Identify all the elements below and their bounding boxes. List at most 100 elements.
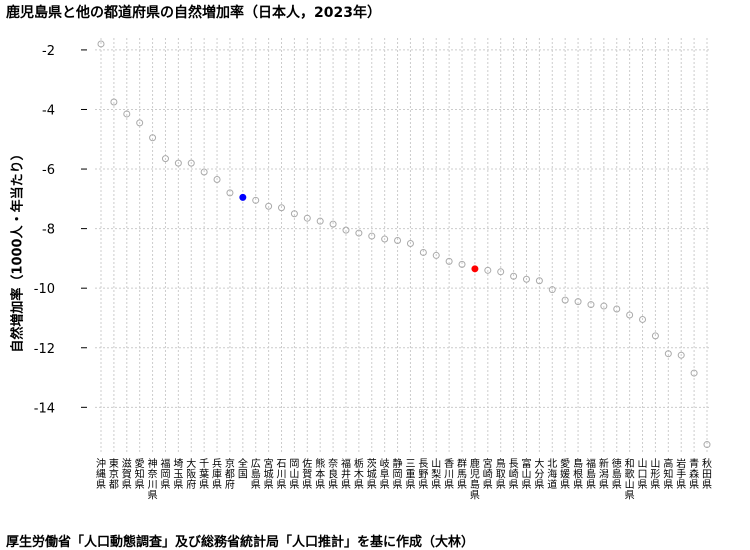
x-tick-label: 岐阜県	[380, 457, 390, 491]
data-point	[419, 248, 427, 256]
y-tick-label: -8	[42, 223, 55, 238]
x-tick-label: 新潟県	[599, 457, 609, 491]
source-caption: 厚生労働省「人口動態調査」及び総務省統計局「人口推計」を基に作成（大林）	[6, 535, 475, 550]
y-axis-ticks: -2 -4 -6 -8 -10 -12 -14	[34, 44, 87, 416]
x-tick-label: 静岡県	[393, 457, 403, 491]
x-tick-label: 愛知県	[135, 457, 145, 491]
x-tick-label: 埼玉県	[173, 457, 183, 491]
x-tick-label: 宮城県	[264, 457, 274, 491]
data-point	[626, 311, 634, 319]
x-tick-label: 島根県	[573, 457, 583, 491]
x-tick-label: 群馬県	[457, 457, 467, 491]
data-point	[381, 235, 389, 243]
x-tick-label: 千葉県	[199, 458, 209, 491]
data-point	[510, 272, 518, 280]
x-tick-label: 京都府	[225, 457, 235, 491]
data-point	[342, 226, 350, 234]
x-tick-label: 富山県	[521, 457, 531, 491]
x-tick-label: 鳥取県	[496, 457, 506, 491]
x-tick-label: 鹿児島県	[470, 457, 480, 502]
data-point	[394, 237, 402, 245]
data-point	[136, 119, 144, 127]
data-point	[252, 196, 260, 204]
y-tick-label: -14	[34, 401, 55, 416]
x-tick-label: 香川県	[444, 458, 454, 491]
x-tick-label: 茨城県	[367, 457, 377, 491]
data-point	[639, 315, 647, 323]
data-point	[690, 369, 698, 377]
x-tick-label: 三重県	[405, 459, 415, 491]
y-tick-label: -12	[34, 342, 55, 357]
data-point	[651, 332, 659, 340]
data-point	[265, 202, 273, 210]
x-tick-label: 山梨県	[431, 458, 441, 491]
grid-lines	[95, 38, 711, 452]
data-point	[329, 220, 337, 228]
data-point	[664, 350, 672, 358]
x-tick-label: 熊本県	[315, 457, 325, 491]
data-point	[548, 286, 556, 294]
x-tick-label: 秋田県	[702, 457, 712, 491]
data-point	[161, 155, 169, 163]
data-point	[200, 168, 208, 176]
x-tick-label: 佐賀県	[302, 458, 312, 491]
data-point	[613, 305, 621, 313]
data-point	[445, 257, 453, 265]
data-point	[123, 110, 131, 118]
data-point	[497, 268, 505, 276]
data-point	[432, 251, 440, 259]
data-point	[110, 98, 118, 106]
data-point	[587, 301, 595, 309]
data-point	[471, 265, 479, 273]
data-point	[97, 40, 105, 48]
data-point	[561, 296, 569, 304]
data-point	[574, 298, 582, 306]
x-tick-label: 岩手県	[676, 457, 686, 491]
x-tick-label: 高知県	[663, 457, 673, 491]
x-tick-label: 福岡県	[160, 457, 170, 491]
data-point	[226, 189, 234, 197]
data-point	[316, 217, 324, 225]
data-point	[484, 266, 492, 274]
x-tick-label: 北海道	[547, 458, 557, 491]
x-tick-label: 広島県	[251, 457, 261, 491]
data-point	[368, 232, 376, 240]
data-point	[187, 159, 195, 167]
x-axis-labels: 沖縄県東京都滋賀県愛知県神奈川県福岡県埼玉県大阪府千葉県兵庫県京都府全国広島県宮…	[96, 457, 712, 502]
x-tick-label: 神奈川県	[148, 457, 158, 502]
data-point	[303, 214, 311, 222]
y-tick-label: -10	[34, 282, 55, 297]
data-point	[290, 210, 298, 218]
data-point	[149, 134, 157, 142]
x-tick-label: 滋賀県	[122, 457, 132, 491]
x-tick-label: 山形県	[650, 458, 660, 491]
data-point	[355, 229, 363, 237]
data-point	[703, 441, 711, 449]
data-point	[677, 351, 685, 359]
x-tick-label: 和歌山県	[625, 458, 635, 502]
data-point	[522, 275, 530, 283]
x-tick-label: 栃木県	[354, 457, 364, 491]
x-tick-label: 愛媛県	[560, 457, 570, 491]
y-tick-label: -4	[42, 103, 55, 118]
x-tick-label: 兵庫県	[212, 457, 222, 491]
x-tick-label: 大阪府	[186, 457, 196, 491]
x-tick-label: 福島県	[586, 457, 596, 491]
y-tick-label: -6	[42, 163, 55, 178]
y-tick-label: -2	[42, 44, 55, 59]
data-point	[239, 193, 247, 201]
data-point	[213, 175, 221, 183]
data-point	[458, 260, 466, 268]
x-tick-label: 岡山県	[289, 458, 299, 491]
x-tick-label: 長野県	[418, 458, 428, 491]
x-tick-label: 沖縄県	[96, 457, 106, 491]
x-tick-label: 長崎県	[509, 458, 519, 491]
data-point	[600, 302, 608, 310]
x-tick-label: 全国	[238, 457, 248, 481]
x-tick-label: 石川県	[277, 459, 287, 491]
data-point	[278, 204, 286, 212]
x-tick-label: 奈良県	[328, 457, 338, 491]
x-tick-label: 宮崎県	[483, 457, 493, 491]
x-tick-label: 福井県	[341, 457, 351, 491]
